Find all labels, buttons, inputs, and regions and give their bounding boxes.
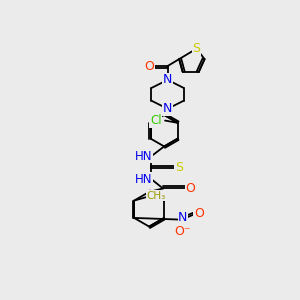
Text: HN: HN [135,150,153,163]
Text: O: O [194,207,204,220]
Text: S: S [175,161,183,174]
Text: O: O [145,59,154,73]
Text: O⁻: O⁻ [174,225,191,238]
Text: S: S [193,42,200,55]
Text: N: N [178,211,188,224]
Text: CH₃: CH₃ [146,191,166,201]
Text: O: O [185,182,195,195]
Text: HN: HN [135,173,153,186]
Text: Cl: Cl [150,114,162,127]
Text: N: N [163,74,172,86]
Text: N: N [163,102,172,115]
